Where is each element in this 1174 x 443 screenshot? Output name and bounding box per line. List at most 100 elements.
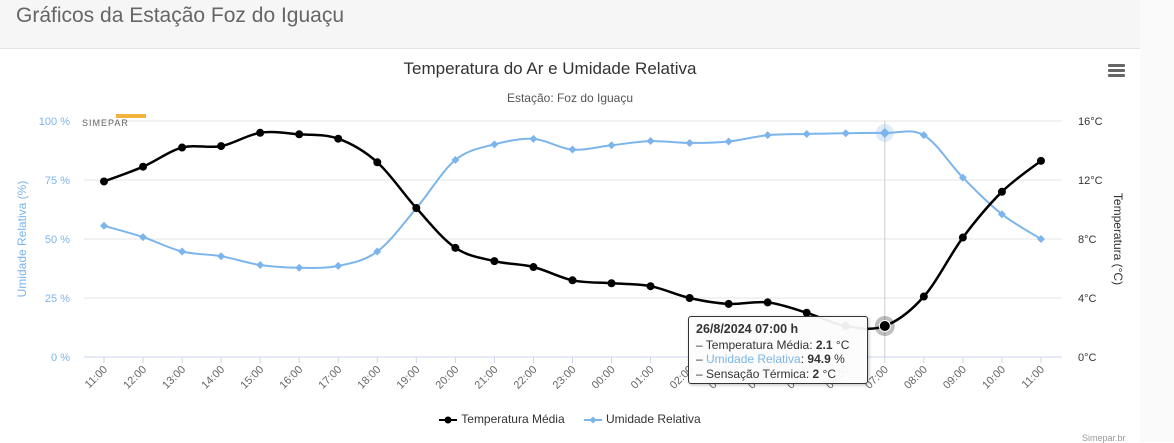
humidity-point bbox=[724, 137, 733, 146]
right-tick-label: 16°C bbox=[1078, 116, 1103, 128]
chart-credits[interactable]: Simepar.br bbox=[1082, 433, 1126, 443]
tooltip-sens-label: Sensação Térmica bbox=[706, 366, 806, 381]
tooltip-hum-label: Umidade Relativa bbox=[706, 352, 801, 366]
temperature-point bbox=[256, 128, 265, 137]
tooltip-sens-unit: °C bbox=[822, 366, 837, 381]
tooltip-hum-row: – Umidade Relativa: 94.9 % bbox=[696, 352, 845, 366]
humidity-point bbox=[919, 131, 928, 140]
temperature-point bbox=[724, 299, 733, 308]
right-axis-ticks: 0°C 4°C 8°C 12°C 16°C bbox=[1078, 116, 1103, 364]
tooltip-hum-unit: % bbox=[834, 352, 845, 366]
right-axis-title: Temperatura (°C) bbox=[1111, 193, 1125, 285]
left-axis-title: Umidade Relativa (%) bbox=[15, 181, 29, 298]
highlight-markers bbox=[874, 124, 895, 337]
temperature-line bbox=[103, 130, 1042, 330]
temperature-point bbox=[217, 142, 226, 151]
chart-menu-button[interactable] bbox=[1108, 62, 1130, 82]
tooltip-hum-value: 94.9 bbox=[807, 352, 831, 366]
left-tick-label: 50 % bbox=[45, 234, 70, 246]
x-tick-label: 01:00 bbox=[629, 364, 657, 392]
tooltip-header: 26/8/2024 07:00 h bbox=[696, 322, 799, 336]
x-axis-ticks: 11:00 12:00 13:00 14:00 15:00 16:00 17:00 18:00… bbox=[83, 357, 1047, 392]
temperature-series[interactable] bbox=[100, 128, 1045, 331]
left-tick-label: 100 % bbox=[39, 116, 70, 128]
temperature-point bbox=[646, 282, 655, 291]
humidity-point bbox=[256, 260, 265, 269]
temperature-point bbox=[139, 162, 148, 171]
humidity-point bbox=[451, 155, 460, 164]
humidity-point bbox=[997, 210, 1006, 219]
x-tick-label: 18:00 bbox=[355, 364, 383, 392]
tooltip-temp-row: – Temperatura Média: 2.1 °C bbox=[696, 337, 850, 352]
humidity-point bbox=[100, 221, 108, 230]
x-tick-label: 12:00 bbox=[121, 364, 149, 392]
menu-icon-line bbox=[1108, 74, 1125, 77]
humidity-point bbox=[490, 140, 499, 149]
humidity-point bbox=[334, 261, 343, 270]
chart: Temperatura do Ar e Umidade Relativa Est… bbox=[15, 59, 1125, 392]
right-tick-label: 0°C bbox=[1078, 352, 1097, 364]
temperature-point bbox=[490, 257, 499, 266]
chart-subtitle: Estação: Foz do Iguaçu bbox=[507, 91, 633, 105]
temperature-point bbox=[607, 279, 616, 288]
legend-item-temperature[interactable]: Temperatura Média bbox=[439, 412, 565, 426]
left-tick-label: 0 % bbox=[51, 352, 70, 364]
x-tick-label: 10:00 bbox=[980, 364, 1008, 392]
tooltip-temp-unit: °C bbox=[835, 337, 850, 352]
right-tick-label: 4°C bbox=[1078, 293, 1097, 305]
x-tick-label: 13:00 bbox=[160, 364, 188, 392]
x-tick-label: 20:00 bbox=[434, 364, 462, 392]
legend-humidity-icon bbox=[584, 416, 602, 424]
temperature-point bbox=[451, 243, 460, 252]
humidity-point bbox=[568, 145, 577, 154]
x-tick-label: 19:00 bbox=[394, 364, 422, 392]
temperature-point bbox=[958, 233, 967, 242]
humidity-point bbox=[646, 137, 655, 146]
x-tick-label: 08:00 bbox=[902, 364, 930, 392]
temperature-point bbox=[997, 187, 1006, 196]
humidity-point bbox=[802, 129, 811, 138]
chart-title: Temperatura do Ar e Umidade Relativa bbox=[404, 59, 697, 78]
temperature-point bbox=[1036, 156, 1045, 165]
x-tick-label: 22:00 bbox=[512, 364, 540, 392]
humidity-point bbox=[958, 173, 967, 182]
x-tick-label: 15:00 bbox=[238, 364, 266, 392]
page-right-margin bbox=[1140, 0, 1174, 442]
humidity-point bbox=[178, 247, 187, 256]
humidity-point bbox=[139, 233, 148, 242]
tooltip-sens-value: 2 bbox=[812, 366, 820, 381]
x-tick-label: 17:00 bbox=[316, 364, 344, 392]
left-tick-label: 25 % bbox=[45, 293, 70, 305]
legend-item-humidity[interactable]: Umidade Relativa bbox=[584, 412, 701, 426]
left-axis-ticks: 0 % 25 % 50 % 75 % 100 % bbox=[39, 116, 70, 364]
temperature-point bbox=[412, 204, 421, 213]
humidity-point bbox=[295, 263, 304, 272]
logo-text: SIMEPAR bbox=[82, 118, 129, 128]
temperature-point bbox=[100, 177, 108, 186]
chart-legend: Temperatura Média Umidade Relativa bbox=[0, 412, 1140, 426]
right-tick-label: 12°C bbox=[1078, 175, 1103, 187]
menu-icon-line bbox=[1108, 64, 1125, 67]
x-tick-label: 16:00 bbox=[277, 364, 305, 392]
x-tick-label: 11:00 bbox=[83, 364, 110, 391]
menu-icon-line bbox=[1108, 69, 1125, 72]
temperature-point bbox=[373, 158, 382, 167]
humidity-hover-point bbox=[879, 128, 890, 139]
simepar-logo: SIMEPAR bbox=[82, 114, 148, 130]
x-tick-label: 09:00 bbox=[941, 364, 969, 392]
humidity-point bbox=[841, 129, 850, 138]
humidity-point bbox=[685, 138, 694, 147]
humidity-point bbox=[763, 131, 772, 140]
temperature-point bbox=[802, 308, 811, 317]
tooltip-sens-row: – Sensação Térmica: 2 °C bbox=[696, 366, 837, 381]
humidity-point bbox=[373, 247, 382, 256]
legend-temperature-label: Temperatura Média bbox=[461, 412, 565, 426]
x-tick-label: 21:00 bbox=[473, 364, 501, 392]
x-tick-label: 11:00 bbox=[1020, 364, 1047, 391]
humidity-series[interactable] bbox=[100, 129, 1045, 272]
temperature-point bbox=[763, 298, 772, 307]
humidity-point bbox=[217, 252, 226, 261]
page-title: Gráficos da Estação Foz do Iguaçu bbox=[16, 4, 345, 27]
left-tick-label: 75 % bbox=[45, 175, 70, 187]
grid-lines bbox=[84, 120, 1062, 299]
